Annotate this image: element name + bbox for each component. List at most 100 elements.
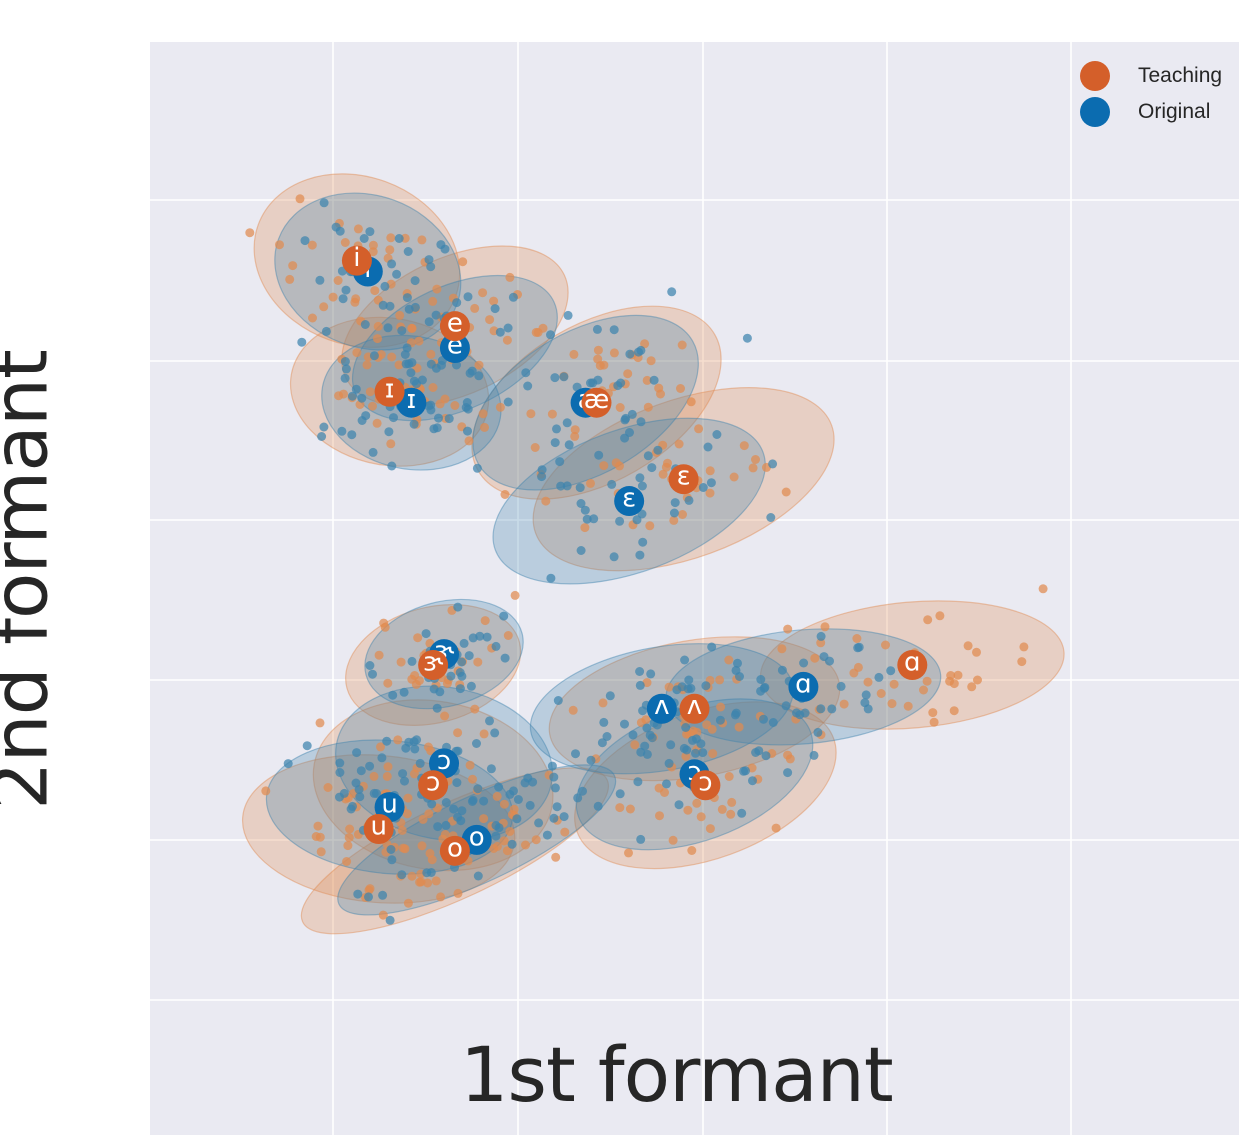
scatter-point (542, 830, 552, 840)
scatter-point (333, 276, 343, 285)
scatter-point (453, 746, 463, 756)
scatter-point (630, 740, 640, 750)
scatter-point (615, 803, 625, 813)
scatter-point (409, 376, 419, 386)
scatter-point (404, 304, 414, 314)
scatter-point (792, 708, 801, 718)
scatter-point (473, 657, 483, 667)
scatter-point (677, 340, 687, 350)
scatter-point (434, 413, 443, 423)
centroid-label: æ (584, 385, 610, 415)
scatter-point (683, 684, 693, 694)
scatter-point (311, 832, 321, 841)
scatter-point (734, 722, 744, 732)
scatter-point (756, 675, 766, 684)
centroid-label: ɪ (385, 374, 395, 404)
scatter-point (781, 701, 791, 711)
gridlines (150, 42, 1239, 1135)
scatter-point (715, 715, 725, 725)
scatter-point (431, 876, 441, 886)
scatter-point (949, 679, 959, 689)
scatter-point (393, 735, 403, 745)
scatter-point (602, 732, 612, 741)
scatter-point (428, 383, 438, 392)
scatter-point (680, 655, 690, 665)
scatter-point (580, 523, 590, 533)
scatter-point (609, 348, 619, 358)
scatter-point (485, 315, 495, 325)
scatter-point (886, 666, 896, 676)
scatter-point (768, 459, 778, 469)
scatter-point (742, 333, 752, 343)
scatter-point (502, 335, 512, 345)
scatter-point (647, 463, 657, 473)
scatter-point (426, 349, 436, 359)
scatter-point (369, 771, 379, 781)
x-axis-label: 1st formant (460, 1030, 894, 1119)
scatter-point (716, 702, 726, 712)
scatter-point (771, 823, 781, 833)
scatter-point (686, 397, 696, 407)
scatter-point (373, 334, 382, 344)
scatter-point (396, 657, 406, 667)
centroid-label: ɔ (426, 768, 440, 798)
scatter-point (319, 302, 329, 312)
centroid-marker (363, 813, 394, 844)
scatter-point (478, 409, 488, 419)
centroid-label: ɛ (677, 462, 691, 492)
scatter-point (316, 847, 326, 857)
scatter-point (275, 240, 284, 250)
scatter-point (410, 276, 420, 286)
scatter-point (513, 795, 523, 804)
scatter-point (505, 789, 515, 799)
scatter-point (365, 761, 375, 771)
scatter-point (347, 391, 357, 401)
scatter-point (594, 450, 604, 460)
scatter-point (729, 472, 739, 482)
scatter-point (568, 705, 578, 715)
scatter-point (398, 769, 408, 779)
scatter-point (462, 398, 472, 407)
scatter-point (416, 877, 426, 887)
scatter-point (553, 696, 563, 705)
scatter-point (480, 616, 490, 626)
scatter-point (347, 430, 357, 440)
scatter-point (525, 800, 535, 810)
scatter-point (489, 296, 499, 306)
scatter-point (473, 784, 483, 794)
scatter-point (359, 234, 369, 243)
scatter-point (588, 378, 598, 388)
scatter-point (702, 720, 712, 730)
scatter-point (345, 824, 355, 834)
scatter-point (478, 288, 488, 298)
scatter-point (436, 240, 446, 250)
scatter-point (446, 671, 456, 681)
scatter-point (401, 359, 411, 369)
scatter-point (352, 348, 362, 358)
scatter-point (724, 772, 734, 781)
scatter-point (645, 521, 655, 531)
scatter-point (319, 422, 329, 432)
scatter-point (505, 272, 515, 282)
scatter-point (480, 422, 489, 432)
scatter-point (418, 814, 428, 824)
scatter-point (592, 324, 602, 334)
scatter-point (369, 351, 379, 361)
scatter-point (410, 744, 420, 754)
scatter-point (503, 323, 513, 333)
scatter-point (663, 458, 672, 468)
scatter-point (625, 804, 635, 814)
scatter-point (360, 320, 370, 329)
scatter-point (635, 550, 645, 560)
scatter-point (385, 301, 395, 311)
scatter-point (643, 451, 653, 461)
scatter-point (431, 310, 441, 320)
scatter-point (403, 793, 413, 803)
scatter-point (368, 669, 377, 679)
scatter-point (684, 495, 694, 505)
scatter-point (863, 704, 873, 714)
scatter-point (642, 723, 652, 733)
scatter-point (570, 431, 580, 441)
scatter-point (615, 403, 625, 412)
